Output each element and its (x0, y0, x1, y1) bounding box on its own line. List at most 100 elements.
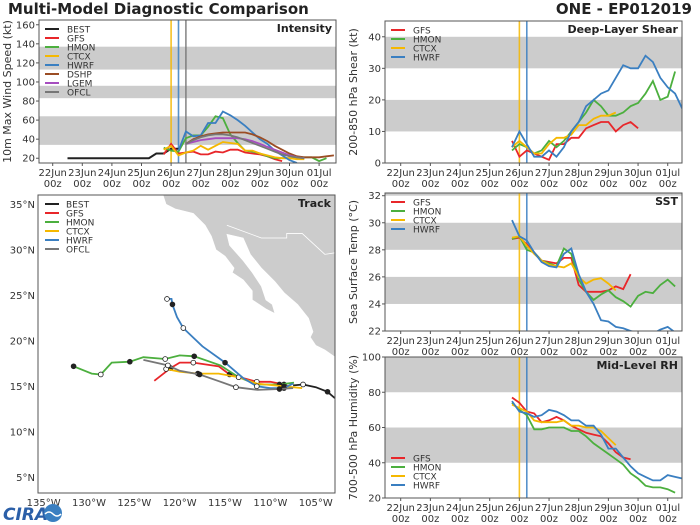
x-tick-label: 00z (629, 179, 647, 190)
x-tick-label: 00z (599, 514, 617, 525)
x-tick-label: 00z (540, 514, 558, 525)
shaded-band (385, 193, 682, 196)
x-tick-label: 24Jun (98, 168, 126, 179)
x-tick-label: 00z (281, 179, 299, 190)
panel-title: Mid-Level RH (596, 359, 678, 372)
lat-tick-label: 35°N (10, 200, 35, 211)
series-line-ctcx (163, 141, 305, 161)
lat-tick-label: 30°N (10, 245, 35, 256)
x-tick-label: 00z (659, 514, 677, 525)
legend-label: CTCX (413, 473, 437, 483)
panel-title: Deep-Layer Shear (567, 23, 678, 36)
y-tick-label: 22 (368, 327, 381, 338)
series-line-dshp (185, 131, 335, 159)
shaded-band (39, 85, 336, 99)
shaded-band (385, 427, 682, 463)
shaded-band (385, 276, 682, 304)
y-tick-label: 80 (368, 388, 381, 399)
legend-label: GFS (67, 35, 85, 45)
x-tick-label: 00z (392, 514, 410, 525)
plot-area (385, 21, 682, 163)
legend-label: BEST (66, 201, 90, 211)
x-tick-label: 26Jun (505, 503, 533, 514)
plot-area (39, 20, 336, 163)
x-tick-label: 28Jun (565, 168, 593, 179)
storm-id: ONE - EP012019 (555, 0, 692, 18)
legend-label: HMON (66, 219, 94, 229)
y-tick-label: 32 (368, 191, 381, 202)
land-mexico (162, 195, 335, 357)
y-tick-label: 28 (368, 245, 381, 256)
x-tick-label: 00z (510, 179, 528, 190)
y-tick-label: 20 (368, 494, 381, 505)
y-tick-label: 26 (368, 272, 381, 283)
x-tick-label: 23Jun (416, 336, 444, 347)
y-axis-label: 200-850 hPa Shear (kt) (347, 28, 360, 156)
shaded-band (385, 36, 682, 69)
legend-label: GFS (413, 199, 431, 209)
x-tick-label: 01Jul (655, 168, 680, 179)
x-tick-label: 00z (540, 179, 558, 190)
x-tick-label: 00z (451, 514, 469, 525)
legend-label: GFS (413, 27, 431, 37)
y-axis-label: 700-500 hPa Humidity (%) (347, 355, 360, 500)
y-tick-label: 20 (22, 154, 35, 165)
track-marker (165, 362, 171, 369)
x-tick-label: 00z (481, 179, 499, 190)
lon-tick-label: 125°W (117, 498, 151, 509)
x-tick-label: 00z (421, 514, 439, 525)
x-tick-label: 26Jun (157, 168, 185, 179)
y-tick-label: 60 (22, 116, 35, 127)
x-tick-label: 23Jun (416, 168, 444, 179)
figure-title: Multi-Model Diagnostic Comparison (8, 0, 309, 18)
y-tick-label: 10 (368, 127, 381, 138)
x-tick-label: 00z (133, 179, 151, 190)
series-line-best (67, 147, 179, 160)
x-tick-label: 30Jun (624, 168, 652, 179)
plot-area (385, 357, 682, 498)
panel-title: Intensity (277, 22, 332, 35)
x-tick-label: 00z (570, 179, 588, 190)
y-axis-label: 10m Max Wind Speed (kt) (1, 20, 14, 163)
legend-label: CTCX (66, 228, 90, 238)
plot-area (385, 193, 682, 331)
legend-label: DSHP (67, 71, 92, 81)
y-tick-label: 30 (368, 218, 381, 229)
x-tick-label: 00z (481, 514, 499, 525)
legend-label: GFS (413, 455, 431, 465)
lon-tick-label: 135°W (27, 498, 61, 509)
x-tick-label: 00z (421, 179, 439, 190)
series-line-ofcl (185, 133, 305, 160)
y-tick-label: 140 (16, 39, 35, 50)
series-line-hmon (511, 402, 676, 494)
series-line-hwrf (511, 54, 682, 158)
x-tick-label: 28Jun (565, 503, 593, 514)
track-marker (70, 363, 77, 370)
x-tick-label: 27Jun (187, 168, 215, 179)
svg-text:CIRA: CIRA (3, 505, 48, 523)
lon-tick-label: 130°W (72, 498, 106, 509)
x-tick-label: 28Jun (565, 336, 593, 347)
series-line-hwrf (511, 400, 682, 482)
x-tick-label: 30Jun (275, 168, 303, 179)
track-line-best (293, 383, 335, 399)
track-marker (253, 383, 260, 390)
legend-label: HWRF (67, 62, 94, 72)
series-line-ctcx (511, 235, 617, 292)
track-marker (180, 325, 187, 331)
plot-frame (38, 19, 337, 164)
x-tick-label: 00z (192, 179, 210, 190)
y-tick-label: 24 (368, 299, 381, 310)
track-marker (190, 359, 197, 366)
x-tick-label: 00z (510, 347, 528, 358)
legend-label: HWRF (413, 226, 440, 236)
intensity-panel: 2040608010012014016022Jun00z23Jun00z24Ju… (1, 19, 337, 190)
legend-label: GFS (66, 210, 84, 220)
x-tick-label: 00z (251, 179, 269, 190)
legend-label: HMON (413, 464, 441, 474)
x-tick-label: 25Jun (476, 168, 504, 179)
track-marker (162, 356, 168, 362)
x-tick-label: 26Jun (505, 168, 533, 179)
x-tick-label: 00z (44, 179, 62, 190)
